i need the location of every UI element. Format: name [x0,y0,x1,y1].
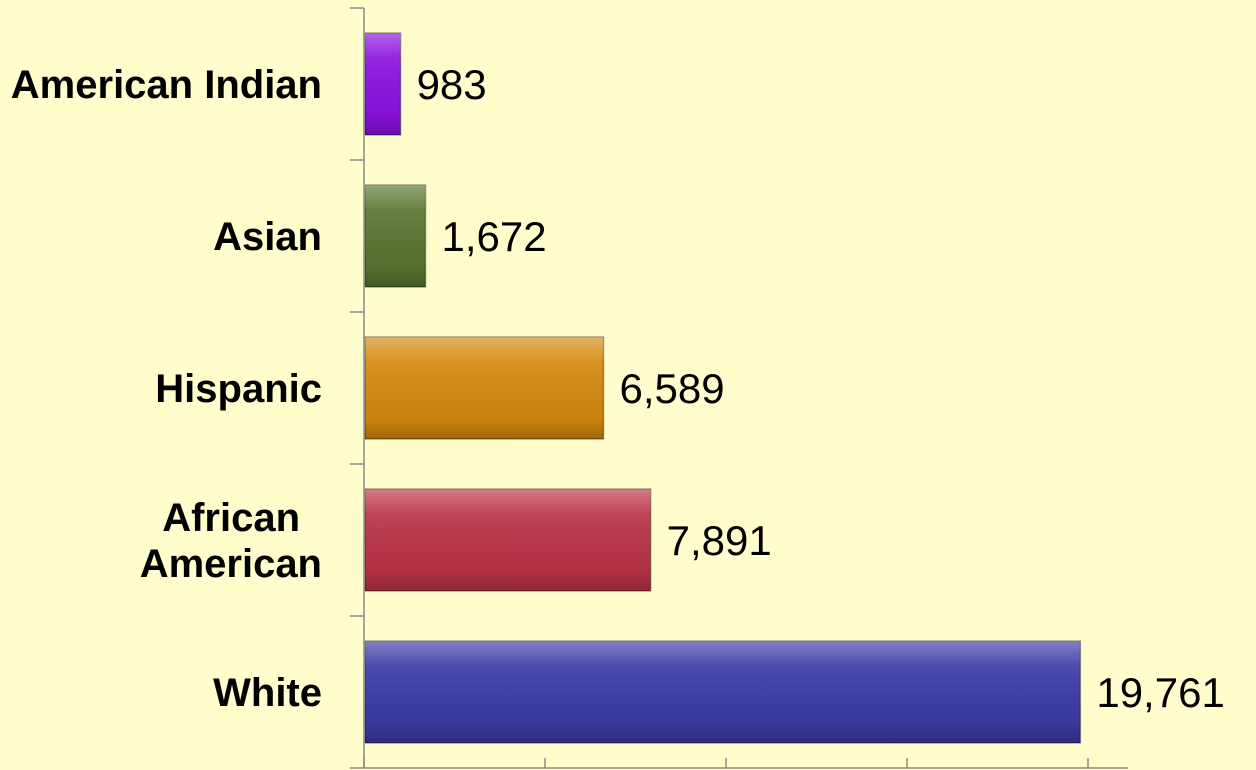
category-label-white: White [213,671,322,715]
category-label-line: African [162,496,300,540]
category-label-line: Hispanic [155,367,322,411]
value-label-african-american: 7,891 [667,517,772,564]
category-label-american-indian: American Indian [11,63,322,107]
axis-group [350,7,1128,769]
labels-group: 983 American Indian 1,672 Asian 6,589 Hispani… [11,61,1225,716]
category-label-hispanic: Hispanic [155,367,322,411]
category-label-asian: Asian [213,215,322,259]
category-label-line: American [140,542,322,586]
category-label-line: American Indian [11,63,322,107]
category-label-african-american: African American [140,496,322,586]
bar-shine-asian [365,185,426,287]
value-label-american-indian: 983 [417,61,487,108]
bars-group [364,32,1082,744]
bar-shine-american-indian [365,33,401,135]
value-label-hispanic: 6,589 [620,365,725,412]
category-label-line: White [213,671,322,715]
bar-shine-african-american [365,489,651,591]
category-label-line: Asian [213,215,322,259]
bar-shine-hispanic [365,337,604,439]
value-label-asian: 1,672 [442,213,547,260]
bar-shine-white [365,641,1081,743]
value-label-white: 19,761 [1096,669,1224,716]
